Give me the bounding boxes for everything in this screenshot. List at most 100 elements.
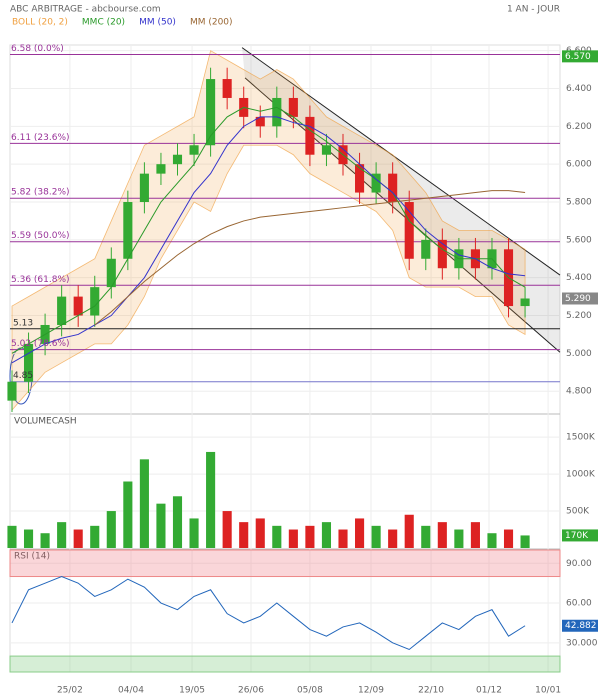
x-tick-label: 26/06 bbox=[238, 686, 264, 696]
candle-body bbox=[520, 298, 530, 307]
legend-entry: MM (50) bbox=[139, 18, 176, 28]
candle-body bbox=[57, 296, 67, 325]
candle-body bbox=[288, 97, 298, 117]
overbought-zone bbox=[9, 549, 561, 578]
legend-entry: BOLL (20, 2) bbox=[12, 18, 68, 28]
value-box bbox=[562, 292, 598, 305]
panel-title: VOLUMECASH bbox=[14, 417, 77, 427]
y-tick-label: 500K bbox=[566, 507, 590, 517]
x-tick-label: 25/02 bbox=[57, 686, 83, 696]
y-tick-label: 6.200 bbox=[566, 122, 592, 132]
x-tick-label: 10/01 bbox=[535, 686, 561, 696]
volume-bar bbox=[421, 525, 431, 548]
bollinger-band bbox=[11, 50, 526, 412]
volume-bar bbox=[239, 522, 249, 548]
x-tick-label: 12/09 bbox=[358, 686, 384, 696]
candle-body bbox=[139, 173, 149, 203]
value-box-label: 170K bbox=[565, 531, 589, 541]
value-box-label: 5.290 bbox=[565, 294, 591, 304]
candle-body bbox=[437, 239, 447, 269]
fibonacci-label: 5.59 (50.0%) bbox=[11, 231, 70, 241]
candle-body bbox=[222, 79, 232, 98]
volume-bar bbox=[156, 503, 166, 548]
candle-body bbox=[421, 239, 431, 259]
volume-bar bbox=[371, 525, 381, 548]
volume-bar bbox=[288, 529, 298, 548]
channel-area bbox=[242, 47, 560, 353]
value-box bbox=[562, 529, 598, 542]
plot-layer bbox=[7, 45, 561, 673]
volume-bar bbox=[520, 535, 530, 548]
fibonacci-label: 5.02 (78.6%) bbox=[11, 339, 70, 349]
oversold-zone bbox=[9, 655, 561, 673]
y-tick-label: 6.000 bbox=[566, 160, 592, 170]
volume-bar bbox=[139, 459, 149, 548]
volume-bar bbox=[321, 522, 332, 548]
volume-bar bbox=[57, 522, 67, 548]
level-label: 5.13 bbox=[13, 318, 33, 328]
candle-body bbox=[90, 287, 100, 316]
y-tick-label: 60.00 bbox=[566, 599, 592, 609]
candle-body bbox=[7, 381, 17, 401]
candle-body bbox=[172, 154, 183, 165]
fibonacci-label: 6.58 (0.0%) bbox=[11, 44, 64, 54]
moving-average bbox=[94, 190, 526, 326]
candle-body bbox=[156, 164, 166, 174]
volume-bar bbox=[305, 525, 315, 548]
volume-bar bbox=[470, 522, 480, 548]
candle-body bbox=[255, 116, 265, 127]
volume-bar bbox=[206, 451, 216, 548]
y-tick-label: 5.600 bbox=[566, 235, 592, 245]
volume-bar bbox=[106, 511, 116, 548]
candle-body bbox=[123, 202, 133, 259]
candle-body bbox=[305, 116, 315, 155]
candle-body bbox=[388, 173, 398, 203]
value-box bbox=[562, 619, 598, 632]
y-tick-label: 5.000 bbox=[566, 349, 592, 359]
panel-title: RSI (14) bbox=[14, 552, 50, 562]
y-tick-label: 6.400 bbox=[566, 84, 592, 94]
volume-bar bbox=[404, 514, 414, 548]
volume-bar bbox=[255, 518, 265, 548]
channel-line bbox=[241, 47, 561, 276]
volume-bar bbox=[388, 529, 398, 548]
volume-bar bbox=[189, 518, 199, 548]
fibonacci-label: 5.82 (38.2%) bbox=[11, 188, 70, 198]
level-label: 4.85 bbox=[13, 371, 33, 381]
volume-bar bbox=[355, 518, 365, 548]
volume-bar bbox=[123, 481, 133, 548]
legend-entry: MM (200) bbox=[190, 18, 233, 28]
fibonacci-label: 5.36 (61.8%) bbox=[11, 275, 70, 285]
x-tick-label: 04/04 bbox=[118, 686, 144, 696]
y-tick-label: 90.00 bbox=[566, 559, 592, 569]
volume-bar bbox=[503, 529, 514, 548]
volume-bar bbox=[454, 529, 464, 548]
value-box bbox=[562, 50, 598, 63]
volume-bar bbox=[40, 533, 50, 548]
candle-body bbox=[355, 164, 365, 193]
y-tick-label: 5.200 bbox=[566, 311, 592, 321]
volume-bar bbox=[338, 529, 348, 548]
x-tick-label: 05/08 bbox=[297, 686, 323, 696]
candle-body bbox=[321, 145, 332, 155]
legend-entry: MMC (20) bbox=[82, 18, 125, 28]
candle-body bbox=[206, 79, 216, 146]
chart-subtitle: 1 AN - JOUR bbox=[507, 5, 560, 15]
candle-body bbox=[23, 343, 34, 382]
y-tick-label: 5.400 bbox=[566, 273, 592, 283]
rsi-line bbox=[11, 575, 526, 651]
value-box-label: 42.882 bbox=[565, 621, 597, 631]
candle-body bbox=[404, 202, 414, 259]
candle-body bbox=[371, 173, 381, 193]
volume-bar bbox=[172, 496, 183, 548]
volume-bar bbox=[23, 529, 34, 548]
y-tick-label: 30.000 bbox=[566, 638, 598, 648]
x-tick-label: 19/05 bbox=[179, 686, 205, 696]
candle-body bbox=[106, 258, 116, 288]
volume-bar bbox=[222, 511, 232, 548]
candle-body bbox=[73, 296, 83, 316]
fibonacci-label: 6.11 (23.6%) bbox=[11, 133, 70, 143]
y-tick-label: 1500K bbox=[566, 433, 596, 443]
x-tick-label: 01/12 bbox=[476, 686, 502, 696]
